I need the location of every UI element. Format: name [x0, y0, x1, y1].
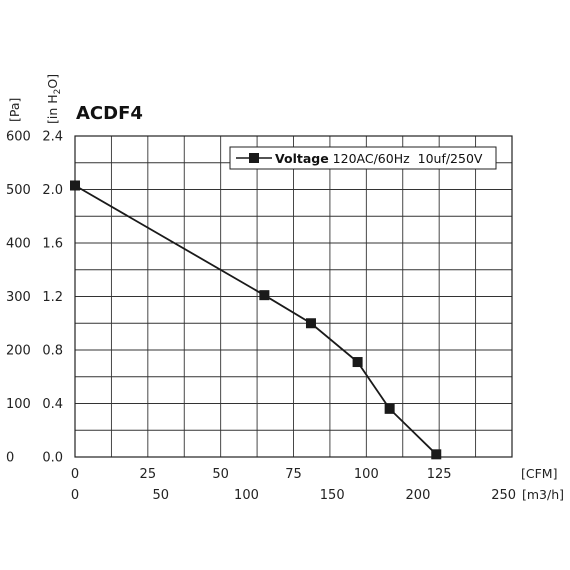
x-tick-label-cfm: 50	[212, 467, 229, 482]
legend-marker-sample	[249, 153, 259, 163]
plot-frame	[74, 135, 513, 458]
y-tick-label-pa: 200	[6, 344, 31, 359]
x-tick-label-cfm: 75	[285, 467, 302, 482]
legend-box	[229, 146, 497, 170]
grid-lines	[75, 136, 512, 457]
x-tick-label-m3h: 250	[491, 488, 516, 503]
x-tick-label-cfm: 25	[140, 467, 157, 482]
x-tick-label-cfm: 125	[427, 467, 452, 482]
data-point-marker	[259, 290, 270, 301]
y-unit-inh2o-end: O]	[45, 74, 60, 89]
y-tick-label-inh2o: 0.8	[42, 344, 63, 359]
y-tick-label-pa: 100	[6, 397, 31, 412]
y-tick-label-pa: 500	[6, 183, 31, 198]
y-unit-inh2o-main: [in H	[45, 94, 60, 124]
y-tick-label-inh2o: 2.4	[42, 130, 63, 145]
x-tick-label-cfm: 100	[354, 467, 379, 482]
legend-label: Voltage 120AC/60Hz 10uf/250V	[275, 151, 483, 166]
legend-label-bold: Voltage	[275, 151, 329, 166]
x-axis-cfm-ticks: 0 25 50 75 100 125	[71, 467, 452, 482]
y-unit-inh2o: [in H2O]	[45, 74, 63, 124]
data-point-marker	[384, 403, 395, 414]
y-tick-label-inh2o: 0.4	[42, 397, 63, 412]
series-markers-voltage	[70, 180, 442, 460]
y-tick-label-pa: 0	[6, 451, 14, 466]
x-tick-label-m3h: 100	[234, 488, 259, 503]
y-unit-inh2o-sub: 2	[53, 89, 63, 95]
x-tick-label-cfm: 0	[71, 467, 79, 482]
chart-title: ACDF4	[76, 103, 143, 124]
y-tick-label-pa: 600	[6, 130, 31, 145]
y-tick-label-inh2o: 0.0	[42, 451, 63, 466]
x-unit-m3h: [m3/h]	[522, 487, 564, 502]
x-tick-label-m3h: 150	[320, 488, 345, 503]
y-tick-label-pa: 300	[6, 290, 31, 305]
x-tick-label-m3h: 200	[406, 488, 431, 503]
data-point-marker	[305, 318, 316, 329]
x-tick-label-m3h: 0	[71, 488, 79, 503]
y-axis-inh2o-ticks: 2.4 2.0 1.6 1.2 0.8 0.4 0.0	[42, 130, 63, 466]
legend: Voltage 120AC/60Hz 10uf/250V	[229, 146, 497, 170]
data-point-marker	[70, 180, 80, 191]
x-axis-m3h-ticks: 0 50 100 150 200 250	[71, 488, 516, 503]
y-unit-pa: [Pa]	[7, 98, 22, 122]
y-axis-pa-ticks: 600 500 400 300 200 100 0	[6, 130, 31, 466]
y-tick-label-pa: 400	[6, 237, 31, 252]
data-point-marker	[431, 449, 442, 460]
x-unit-cfm: [CFM]	[521, 466, 557, 481]
y-tick-label-inh2o: 1.2	[42, 290, 63, 305]
data-point-marker	[352, 357, 363, 368]
x-tick-label-m3h: 50	[152, 488, 169, 503]
y-tick-label-inh2o: 1.6	[42, 237, 63, 252]
series-line-voltage	[74, 184, 437, 455]
y-tick-label-inh2o: 2.0	[42, 183, 63, 198]
legend-label-rest: 120AC/60Hz 10uf/250V	[329, 151, 483, 166]
